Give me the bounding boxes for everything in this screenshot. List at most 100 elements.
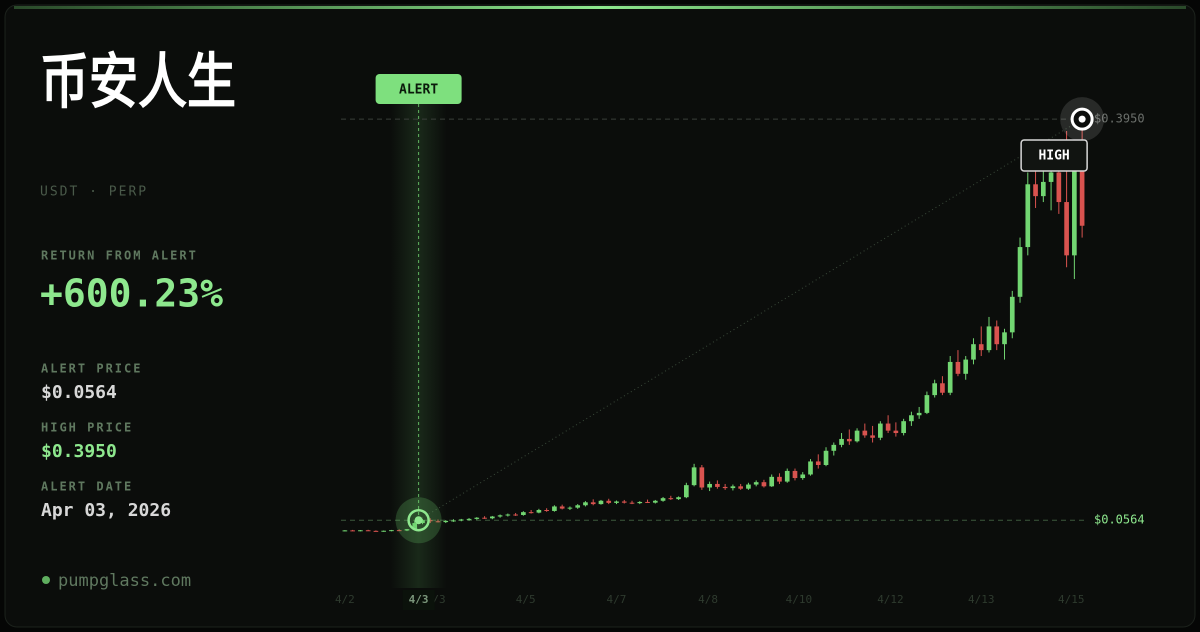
alert-dot — [414, 516, 423, 525]
candle-body — [699, 467, 705, 488]
candle-body — [606, 500, 612, 503]
candle-body — [978, 344, 984, 351]
candle-body — [420, 520, 425, 524]
candle-body — [676, 497, 681, 500]
stat-label: ALERT DATE — [41, 480, 133, 494]
x-tick-label: 4/15 — [1058, 593, 1085, 606]
candle-body — [916, 412, 922, 416]
alert-date-bg — [402, 590, 435, 610]
candle-body — [963, 359, 969, 374]
candle-body — [443, 520, 449, 523]
candle-body — [528, 512, 534, 514]
candle-body — [1040, 181, 1046, 197]
candle-body — [1025, 184, 1031, 248]
candle-body — [722, 486, 728, 489]
candle-body — [784, 470, 790, 482]
candle-body — [909, 415, 914, 422]
candle-body — [629, 502, 635, 504]
candle-body — [552, 506, 557, 511]
return-value: +600.23% — [40, 272, 223, 316]
candle-body — [986, 326, 992, 351]
candle-body — [769, 476, 775, 487]
candle-body — [652, 500, 658, 503]
x-tick-label: 4/10 — [786, 593, 813, 606]
candle-body — [544, 510, 549, 512]
high-badge-label: HIGH — [1038, 149, 1069, 164]
alert-price-label: $0.0564 — [1094, 513, 1145, 527]
candle-body — [955, 361, 961, 374]
candle-body — [1017, 247, 1023, 297]
candle-body — [885, 423, 891, 431]
candle-body — [808, 461, 813, 475]
high-price-label: $0.3950 — [1094, 112, 1145, 126]
candle-body — [474, 517, 480, 519]
candle-body — [559, 506, 565, 509]
brand: pumpglass.com — [58, 571, 191, 591]
return-label: RETURN FROM ALERT — [41, 249, 198, 263]
candle-body — [614, 501, 619, 503]
candle-body — [971, 344, 976, 360]
candle-body — [846, 438, 852, 442]
candle-body — [870, 435, 875, 438]
candle-body — [482, 517, 487, 519]
candle-body — [513, 514, 518, 516]
pair: USDT · PERP — [40, 185, 148, 200]
x-tick-label: 4/2 — [335, 593, 355, 606]
candle-body — [1079, 170, 1085, 226]
sidebar: 币安人生 USDT · PERP RETURN FROM ALERT +600.… — [40, 48, 236, 591]
candle-body — [746, 484, 751, 489]
x-tick-label: 4/8 — [698, 593, 718, 606]
candle-body — [901, 421, 906, 434]
candle-body — [738, 486, 743, 489]
candle-body — [505, 514, 511, 516]
candle-body — [404, 529, 410, 531]
candle-body — [940, 383, 945, 393]
candle-body — [567, 507, 573, 509]
candle-body — [707, 483, 712, 488]
candle-body — [1033, 184, 1038, 197]
alert-date-label: 4/3 — [409, 593, 429, 606]
candle-body — [412, 523, 418, 530]
candle-body — [862, 430, 868, 436]
stat-value: Apr 03, 2026 — [41, 500, 171, 521]
candle-body — [583, 502, 588, 506]
candle-body — [815, 461, 821, 466]
candle-body — [466, 518, 472, 520]
alert-badge — [375, 74, 462, 104]
candle-body — [800, 474, 806, 479]
candle-body — [350, 530, 355, 532]
candle-body — [994, 326, 1000, 345]
candle-body — [831, 444, 837, 451]
candle-body — [730, 486, 736, 489]
x-tick-label: 4/12 — [877, 593, 904, 606]
candle-body — [878, 423, 883, 438]
candle-body — [381, 530, 387, 532]
candle-body — [637, 501, 643, 504]
candle-body — [691, 467, 697, 486]
candle-body — [1056, 172, 1062, 203]
candle-body — [792, 470, 798, 479]
stat-value: $0.0564 — [41, 382, 117, 403]
candle-body — [1009, 296, 1015, 333]
candle-body — [451, 520, 456, 522]
candle-body — [396, 530, 402, 532]
top-accent — [14, 6, 1186, 9]
x-tick-label: 4/5 — [516, 593, 536, 606]
stat-label: ALERT PRICE — [41, 362, 142, 376]
candle-body — [645, 501, 650, 503]
candle-body — [427, 520, 433, 522]
candle-body — [1002, 332, 1007, 345]
candle-body — [373, 530, 379, 532]
x-tick-label: 4/13 — [968, 593, 995, 606]
candle-body — [761, 482, 767, 487]
stat-value: $0.3950 — [41, 441, 117, 462]
high-dot — [1078, 115, 1086, 123]
candle-body — [1072, 170, 1077, 256]
candle-body — [932, 383, 937, 396]
high-badge — [1020, 139, 1088, 172]
candle-body — [823, 450, 829, 466]
candle-body — [536, 510, 542, 513]
candle-body — [1064, 202, 1069, 256]
candle-body — [590, 502, 596, 505]
